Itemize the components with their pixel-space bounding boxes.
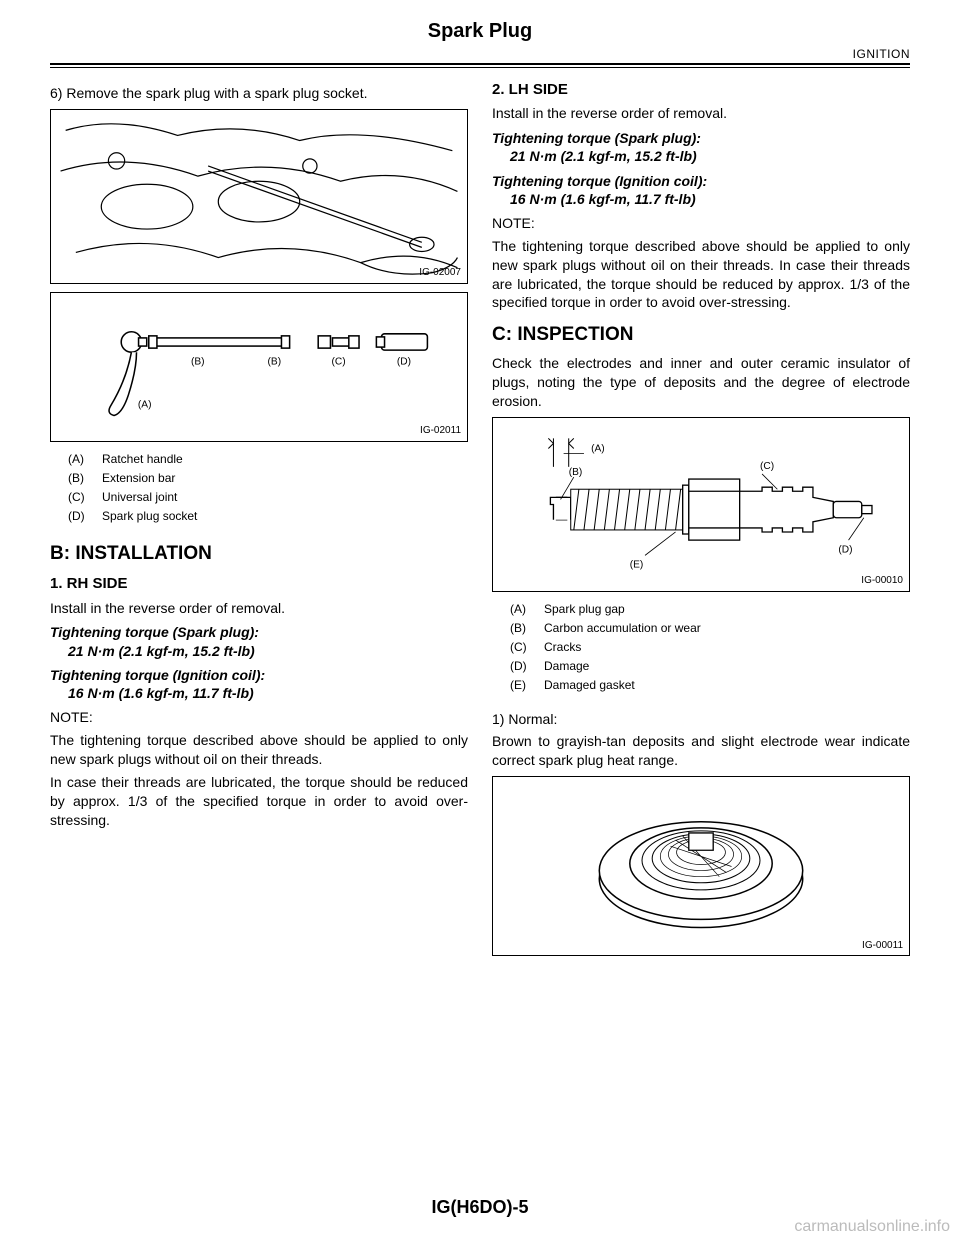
- figure-label: IG-00011: [862, 939, 903, 953]
- torque-ignition-coil: Tightening torque (Ignition coil): 16 N·…: [492, 172, 910, 208]
- normal-text: Brown to grayish-tan deposits and slight…: [492, 732, 910, 770]
- legend-row: (B) Extension bar: [68, 469, 468, 488]
- callout-c: (C): [332, 356, 346, 367]
- legend-val: Carbon accumulation or wear: [544, 619, 701, 638]
- callout-a: (A): [138, 399, 152, 410]
- callout-b1: (B): [191, 356, 205, 367]
- torque-value: 16 N·m (1.6 kgf-m, 11.7 ft-lb): [68, 684, 468, 702]
- page-title: Spark Plug: [50, 20, 910, 43]
- legend-val: Spark plug socket: [102, 507, 197, 526]
- legend-key: (B): [510, 619, 534, 638]
- note-text-1: The tightening torque described above sh…: [50, 731, 468, 769]
- legend-key: (D): [510, 657, 534, 676]
- rule-thick: [50, 63, 910, 65]
- inspection-text: Check the electrodes and inner and outer…: [492, 354, 910, 411]
- legend-key: (D): [68, 507, 92, 526]
- plug-end-illustration: [493, 777, 909, 955]
- torque-value: 21 N·m (2.1 kgf-m, 15.2 ft-lb): [510, 147, 910, 165]
- legend-val: Ratchet handle: [102, 450, 183, 469]
- figure-engine: IG-02007: [50, 109, 468, 284]
- callout-d: (D): [838, 544, 852, 555]
- legend-row: (E) Damaged gasket: [510, 676, 910, 695]
- figure-spark-plug: (A) (B) (C) (D) (E) IG-00010: [492, 417, 910, 592]
- legend-sparkplug: (A) Spark plug gap (B) Carbon accumulation…: [510, 600, 910, 696]
- callout-e: (E): [630, 559, 644, 570]
- legend-row: (C) Universal joint: [68, 488, 468, 507]
- note-label: NOTE:: [492, 214, 910, 233]
- callout-a: (A): [591, 443, 605, 454]
- legend-key: (C): [510, 638, 534, 657]
- legend-key: (E): [510, 676, 534, 695]
- torque-spark-plug: Tightening torque (Spark plug): 21 N·m (…: [492, 129, 910, 165]
- page-category: IGNITION: [50, 47, 910, 61]
- torque-title: Tightening torque (Spark plug):: [492, 130, 701, 146]
- legend-tools: (A) Ratchet handle (B) Extension bar (C) Un…: [68, 450, 468, 527]
- legend-row: (D) Spark plug socket: [68, 507, 468, 526]
- legend-val: Cracks: [544, 638, 581, 657]
- callout-b2: (B): [268, 356, 282, 367]
- figure-tools: (B) (B) (C) (D) (A) IG-02011: [50, 292, 468, 442]
- torque-value: 16 N·m (1.6 kgf-m, 11.7 ft-lb): [510, 190, 910, 208]
- lh-side-heading: 2. LH SIDE: [492, 80, 910, 100]
- legend-key: (A): [510, 600, 534, 619]
- torque-title: Tightening torque (Ignition coil):: [492, 173, 707, 189]
- legend-key: (B): [68, 469, 92, 488]
- tools-illustration: (B) (B) (C) (D) (A): [51, 293, 467, 441]
- right-column: 2. LH SIDE Install in the reverse order …: [492, 80, 910, 964]
- torque-title: Tightening torque (Ignition coil):: [50, 667, 265, 683]
- figure-label: IG-02011: [420, 424, 461, 438]
- legend-val: Spark plug gap: [544, 600, 625, 619]
- legend-val: Damaged gasket: [544, 676, 635, 695]
- torque-spark-plug: Tightening torque (Spark plug): 21 N·m (…: [50, 623, 468, 659]
- rule-thin: [50, 67, 910, 68]
- rh-side-heading: 1. RH SIDE: [50, 574, 468, 594]
- note-text: The tightening torque described above sh…: [492, 237, 910, 313]
- legend-key: (C): [68, 488, 92, 507]
- normal-title: 1) Normal:: [492, 710, 910, 729]
- page-footer: IG(H6DO)-5: [0, 1197, 960, 1218]
- callout-c: (C): [760, 461, 774, 472]
- callout-d: (D): [397, 356, 411, 367]
- step-6-text: 6) Remove the spark plug with a spark pl…: [50, 84, 468, 103]
- note-label: NOTE:: [50, 708, 468, 727]
- engine-illustration: [51, 110, 467, 283]
- section-b-heading: B: INSTALLATION: [50, 541, 468, 567]
- section-c-heading: C: INSPECTION: [492, 322, 910, 348]
- watermark: carmanualsonline.info: [794, 1218, 950, 1236]
- callout-b: (B): [569, 467, 583, 478]
- legend-val: Damage: [544, 657, 589, 676]
- figure-plug-end: IG-00011: [492, 776, 910, 956]
- content-columns: 6) Remove the spark plug with a spark pl…: [50, 80, 910, 964]
- torque-value: 21 N·m (2.1 kgf-m, 15.2 ft-lb): [68, 642, 468, 660]
- figure-label: IG-00010: [861, 574, 903, 588]
- legend-row: (C) Cracks: [510, 638, 910, 657]
- legend-row: (A) Spark plug gap: [510, 600, 910, 619]
- legend-row: (B) Carbon accumulation or wear: [510, 619, 910, 638]
- install-text: Install in the reverse order of removal.: [50, 599, 468, 618]
- install-text: Install in the reverse order of removal.: [492, 104, 910, 123]
- note-text-2: In case their threads are lubricated, th…: [50, 773, 468, 830]
- legend-row: (A) Ratchet handle: [68, 450, 468, 469]
- torque-ignition-coil: Tightening torque (Ignition coil): 16 N·…: [50, 666, 468, 702]
- torque-title: Tightening torque (Spark plug):: [50, 624, 259, 640]
- spark-plug-illustration: (A) (B) (C) (D) (E): [493, 418, 909, 591]
- legend-val: Universal joint: [102, 488, 177, 507]
- legend-key: (A): [68, 450, 92, 469]
- left-column: 6) Remove the spark plug with a spark pl…: [50, 80, 468, 964]
- legend-row: (D) Damage: [510, 657, 910, 676]
- legend-val: Extension bar: [102, 469, 175, 488]
- figure-label: IG-02007: [419, 266, 461, 280]
